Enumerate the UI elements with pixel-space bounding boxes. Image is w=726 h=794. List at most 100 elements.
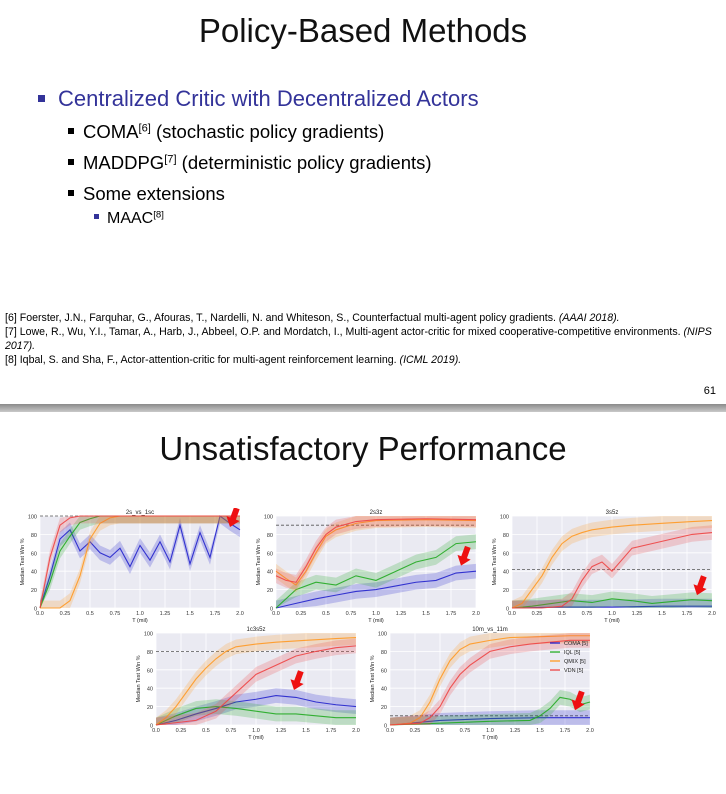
citation-ref: [8] — [153, 209, 164, 221]
x-tick-label: 1.75 — [446, 611, 457, 617]
chart-3s5z: 0 20 40 60 80 100 0.0 0.25 0.5 0.75 1.0 1.25 1.5 1.75… — [492, 510, 716, 624]
x-tick-label: 2.0 — [236, 611, 244, 617]
bullet-square-icon — [68, 128, 74, 135]
x-tick-label: 1.25 — [160, 611, 171, 617]
legend-label-iql: IQL [5] — [564, 650, 581, 656]
legend-label-vdn: VDN [5] — [564, 668, 584, 674]
ref-text: Lowe, R., Wu, Y.I., Tamar, A., Harb, J.,… — [19, 326, 681, 338]
x-tick-label: 2.0 — [586, 728, 594, 734]
reference-7: [7] Lowe, R., Wu, Y.I., Tamar, A., Harb,… — [5, 325, 721, 353]
x-axis-label: T (mil) — [132, 618, 148, 624]
x-tick-label: 1.75 — [210, 611, 221, 617]
series-band-vdn — [512, 525, 712, 608]
x-tick-label: 1.5 — [302, 728, 310, 734]
y-tick-label: 20 — [267, 588, 273, 594]
series-line-iql — [275, 541, 477, 609]
x-axis-label: T (mil) — [604, 618, 620, 624]
chart-10m-vs-11m: 0 20 40 60 80 100 0.0 0.25 0.5 0.75 1.0 1.25 1.5 1.75… — [370, 627, 594, 741]
series-line-vdn — [39, 515, 240, 609]
x-tick-label: 0.25 — [60, 611, 71, 617]
x-tick-label: 1.25 — [276, 728, 287, 734]
page-number: 61 — [703, 385, 716, 397]
ref-venue: (NIPS 2017). — [5, 326, 712, 352]
red-arrow-shape — [693, 575, 707, 596]
chart-2s-vs-1sc: 0 20 40 60 80 100 0.0 0.25 0.5 0.75 1.0 1.25 1.5 1.75… — [20, 508, 244, 624]
y-tick-label: 80 — [31, 533, 37, 539]
x-tick-label: 1.25 — [396, 611, 407, 617]
series-line-qmix — [511, 520, 713, 609]
series-line-coma — [155, 695, 357, 726]
series-band-coma — [390, 710, 590, 725]
reference-6: [6] Foerster, J.N., Farquhar, G., Afoura… — [5, 311, 721, 325]
x-tick-label: 1.5 — [536, 728, 544, 734]
ref-venue: (ICML 2019). — [399, 354, 462, 366]
slide-title: Policy-Based Methods — [198, 12, 528, 49]
x-tick-label: 2.0 — [472, 611, 480, 617]
x-tick-label: 0.0 — [272, 611, 280, 617]
series-line-qmix — [389, 635, 590, 726]
x-tick-label: 1.0 — [252, 728, 260, 734]
bullet-text: Some extensions — [83, 183, 225, 204]
y-tick-label: 60 — [31, 551, 37, 557]
chart-title: 3s5z — [606, 510, 619, 516]
y-tick-label: 20 — [147, 705, 153, 711]
bullet-square-icon — [38, 94, 45, 102]
y-tick-label: 40 — [267, 570, 273, 576]
y-tick-label: 60 — [147, 668, 153, 674]
ref-venue: (AAAI 2018). — [558, 312, 620, 324]
x-tick-label: 0.0 — [508, 611, 516, 617]
citation-ref: [6] — [138, 122, 151, 135]
ref-text: Iqbal, S. and Sha, F., Actor-attention-c… — [19, 354, 397, 366]
series-band-vdn — [390, 633, 590, 725]
x-tick-label: 1.0 — [608, 611, 616, 617]
y-tick-label: 60 — [503, 551, 509, 557]
y-tick-label: 0 — [34, 607, 37, 613]
y-tick-label: 100 — [378, 632, 387, 638]
x-axis-label: T (mil) — [368, 618, 384, 624]
legend-label-qmix: QMIX [5] — [564, 659, 586, 665]
x-tick-label: 1.75 — [682, 611, 693, 617]
bullet-extensions: Some extensions — [68, 183, 225, 205]
series-line-coma — [389, 717, 590, 726]
y-axis-label: Median Test Win % — [20, 538, 26, 585]
red-arrow-icon — [290, 670, 304, 691]
y-tick-label: 80 — [381, 650, 387, 656]
bullet-name: COMA — [83, 121, 139, 142]
x-tick-label: 0.5 — [86, 611, 94, 617]
bullet-desc: (stochastic policy gradients) — [150, 121, 385, 142]
y-tick-label: 40 — [147, 687, 153, 693]
x-tick-label: 0.25 — [176, 728, 187, 734]
x-tick-label: 0.0 — [386, 728, 394, 734]
series-line-vdn — [275, 518, 477, 583]
bullet-square-icon — [94, 214, 99, 220]
bullet-text: Centralized Critic with Decentralized Ac… — [58, 86, 479, 111]
ref-num: [7] — [5, 326, 17, 338]
y-axis-label: Median Test Win % — [256, 538, 262, 585]
x-tick-label: 0.5 — [436, 728, 444, 734]
ref-text: Foerster, J.N., Farquhar, G., Afouras, T… — [19, 312, 556, 324]
y-tick-label: 80 — [267, 533, 273, 539]
red-arrow-icon — [457, 545, 471, 566]
bullet-square-icon — [68, 190, 74, 197]
series-line-qmix — [155, 637, 357, 726]
series-line-iql — [511, 598, 713, 609]
chart-title: 2s3z — [370, 510, 383, 516]
x-tick-label: 0.75 — [226, 728, 237, 734]
y-tick-label: 0 — [384, 724, 387, 730]
legend-label-coma: COMA [5] — [564, 641, 588, 647]
y-tick-label: 40 — [503, 570, 509, 576]
x-tick-label: 0.75 — [460, 728, 471, 734]
bullet-desc: (deterministic policy gradients) — [176, 152, 432, 173]
red-arrow-icon — [693, 575, 707, 596]
x-tick-label: 0.75 — [346, 611, 357, 617]
y-tick-label: 60 — [381, 668, 387, 674]
chart-title: 2s_vs_1sc — [126, 510, 154, 516]
y-tick-label: 100 — [144, 632, 153, 638]
x-tick-label: 0.75 — [110, 611, 121, 617]
x-tick-label: 1.5 — [422, 611, 430, 617]
red-arrow-icon — [226, 508, 240, 528]
x-tick-label: 2.0 — [708, 611, 716, 617]
y-axis-label: Median Test Win % — [370, 655, 376, 702]
y-tick-label: 100 — [264, 515, 273, 521]
bullet-centralized-critic: Centralized Critic with Decentralized Ac… — [38, 86, 479, 112]
